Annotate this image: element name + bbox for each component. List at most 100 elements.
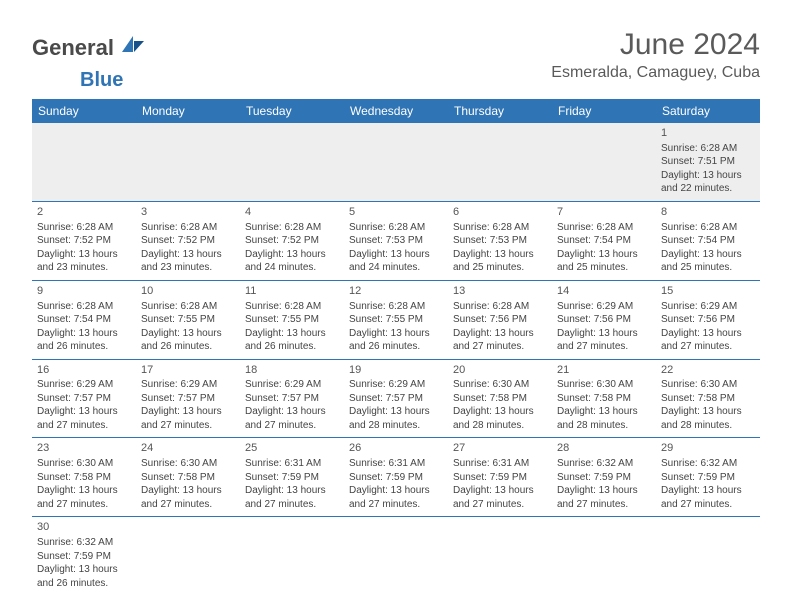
sunrise-line: Sunrise: 6:32 AM (557, 457, 651, 471)
day-number: 16 (37, 363, 131, 378)
sunset-line: Sunset: 7:55 PM (245, 313, 339, 327)
day-number: 21 (557, 363, 651, 378)
sunset-line: Sunset: 7:54 PM (557, 234, 651, 248)
daylight-line: Daylight: 13 hours and 28 minutes. (557, 405, 651, 432)
sunrise-line: Sunrise: 6:29 AM (557, 300, 651, 314)
daylight-line: Daylight: 13 hours and 27 minutes. (141, 484, 235, 511)
daylight-line: Daylight: 13 hours and 23 minutes. (141, 248, 235, 275)
month-title: June 2024 (551, 28, 760, 62)
daylight-line: Daylight: 13 hours and 28 minutes. (349, 405, 443, 432)
daylight-line: Daylight: 13 hours and 23 minutes. (37, 248, 131, 275)
daylight-line: Daylight: 13 hours and 22 minutes. (661, 169, 755, 196)
calendar-cell: 22Sunrise: 6:30 AMSunset: 7:58 PMDayligh… (656, 359, 760, 438)
sunset-line: Sunset: 7:58 PM (661, 392, 755, 406)
calendar-cell-empty (344, 517, 448, 595)
logo: General (32, 34, 148, 59)
sunrise-line: Sunrise: 6:28 AM (141, 221, 235, 235)
calendar-head: SundayMondayTuesdayWednesdayThursdayFrid… (32, 99, 760, 123)
day-number: 12 (349, 284, 443, 299)
calendar-cell: 18Sunrise: 6:29 AMSunset: 7:57 PMDayligh… (240, 359, 344, 438)
sunrise-line: Sunrise: 6:30 AM (557, 378, 651, 392)
sunset-line: Sunset: 7:52 PM (141, 234, 235, 248)
calendar-cell-empty (448, 123, 552, 201)
daylight-line: Daylight: 13 hours and 27 minutes. (245, 405, 339, 432)
sail-icon (120, 34, 146, 59)
sunrise-line: Sunrise: 6:31 AM (349, 457, 443, 471)
calendar-cell: 21Sunrise: 6:30 AMSunset: 7:58 PMDayligh… (552, 359, 656, 438)
sunrise-line: Sunrise: 6:28 AM (557, 221, 651, 235)
calendar-cell-empty (240, 123, 344, 201)
sunset-line: Sunset: 7:59 PM (453, 471, 547, 485)
daylight-line: Daylight: 13 hours and 27 minutes. (661, 327, 755, 354)
calendar-cell: 25Sunrise: 6:31 AMSunset: 7:59 PMDayligh… (240, 438, 344, 517)
weekday-header: Thursday (448, 99, 552, 123)
weekday-header: Saturday (656, 99, 760, 123)
location-label: Esmeralda, Camaguey, Cuba (551, 64, 760, 82)
weekday-header: Sunday (32, 99, 136, 123)
sunrise-line: Sunrise: 6:32 AM (661, 457, 755, 471)
sunrise-line: Sunrise: 6:28 AM (245, 221, 339, 235)
sunrise-line: Sunrise: 6:28 AM (661, 221, 755, 235)
weekday-header: Monday (136, 99, 240, 123)
day-number: 11 (245, 284, 339, 299)
calendar-cell: 2Sunrise: 6:28 AMSunset: 7:52 PMDaylight… (32, 201, 136, 280)
calendar-cell: 4Sunrise: 6:28 AMSunset: 7:52 PMDaylight… (240, 201, 344, 280)
calendar-cell-empty (240, 517, 344, 595)
sunset-line: Sunset: 7:52 PM (245, 234, 339, 248)
sunrise-line: Sunrise: 6:28 AM (141, 300, 235, 314)
weekday-header: Friday (552, 99, 656, 123)
calendar-cell: 10Sunrise: 6:28 AMSunset: 7:55 PMDayligh… (136, 280, 240, 359)
sunset-line: Sunset: 7:58 PM (37, 471, 131, 485)
sunset-line: Sunset: 7:59 PM (245, 471, 339, 485)
calendar-cell: 19Sunrise: 6:29 AMSunset: 7:57 PMDayligh… (344, 359, 448, 438)
daylight-line: Daylight: 13 hours and 27 minutes. (245, 484, 339, 511)
daylight-line: Daylight: 13 hours and 24 minutes. (245, 248, 339, 275)
calendar-cell: 23Sunrise: 6:30 AMSunset: 7:58 PMDayligh… (32, 438, 136, 517)
day-number: 2 (37, 205, 131, 220)
sunset-line: Sunset: 7:57 PM (141, 392, 235, 406)
sunrise-line: Sunrise: 6:29 AM (245, 378, 339, 392)
sunrise-line: Sunrise: 6:32 AM (37, 536, 131, 550)
day-number: 23 (37, 441, 131, 456)
daylight-line: Daylight: 13 hours and 26 minutes. (141, 327, 235, 354)
calendar-cell-empty (32, 123, 136, 201)
daylight-line: Daylight: 13 hours and 28 minutes. (661, 405, 755, 432)
calendar-cell: 26Sunrise: 6:31 AMSunset: 7:59 PMDayligh… (344, 438, 448, 517)
day-number: 28 (557, 441, 651, 456)
sunrise-line: Sunrise: 6:30 AM (453, 378, 547, 392)
sunset-line: Sunset: 7:56 PM (453, 313, 547, 327)
calendar-cell: 12Sunrise: 6:28 AMSunset: 7:55 PMDayligh… (344, 280, 448, 359)
day-number: 6 (453, 205, 547, 220)
sunrise-line: Sunrise: 6:29 AM (37, 378, 131, 392)
sunrise-line: Sunrise: 6:30 AM (37, 457, 131, 471)
day-number: 17 (141, 363, 235, 378)
daylight-line: Daylight: 13 hours and 25 minutes. (557, 248, 651, 275)
calendar-row: 9Sunrise: 6:28 AMSunset: 7:54 PMDaylight… (32, 280, 760, 359)
sunset-line: Sunset: 7:56 PM (557, 313, 651, 327)
sunrise-line: Sunrise: 6:29 AM (661, 300, 755, 314)
daylight-line: Daylight: 13 hours and 27 minutes. (37, 405, 131, 432)
sunset-line: Sunset: 7:59 PM (349, 471, 443, 485)
sunset-line: Sunset: 7:53 PM (349, 234, 443, 248)
calendar-cell-empty (344, 123, 448, 201)
sunrise-line: Sunrise: 6:30 AM (661, 378, 755, 392)
sunset-line: Sunset: 7:58 PM (453, 392, 547, 406)
calendar-cell: 17Sunrise: 6:29 AMSunset: 7:57 PMDayligh… (136, 359, 240, 438)
calendar-cell-empty (448, 517, 552, 595)
sunset-line: Sunset: 7:56 PM (661, 313, 755, 327)
sunset-line: Sunset: 7:58 PM (141, 471, 235, 485)
calendar-row: 1Sunrise: 6:28 AMSunset: 7:51 PMDaylight… (32, 123, 760, 201)
calendar-cell: 8Sunrise: 6:28 AMSunset: 7:54 PMDaylight… (656, 201, 760, 280)
daylight-line: Daylight: 13 hours and 27 minutes. (661, 484, 755, 511)
day-number: 14 (557, 284, 651, 299)
sunrise-line: Sunrise: 6:28 AM (661, 142, 755, 156)
calendar-row: 23Sunrise: 6:30 AMSunset: 7:58 PMDayligh… (32, 438, 760, 517)
calendar-body: 1Sunrise: 6:28 AMSunset: 7:51 PMDaylight… (32, 123, 760, 595)
day-number: 30 (37, 520, 131, 535)
daylight-line: Daylight: 13 hours and 28 minutes. (453, 405, 547, 432)
day-number: 18 (245, 363, 339, 378)
sunset-line: Sunset: 7:54 PM (661, 234, 755, 248)
day-number: 8 (661, 205, 755, 220)
sunset-line: Sunset: 7:57 PM (37, 392, 131, 406)
calendar-cell: 20Sunrise: 6:30 AMSunset: 7:58 PMDayligh… (448, 359, 552, 438)
